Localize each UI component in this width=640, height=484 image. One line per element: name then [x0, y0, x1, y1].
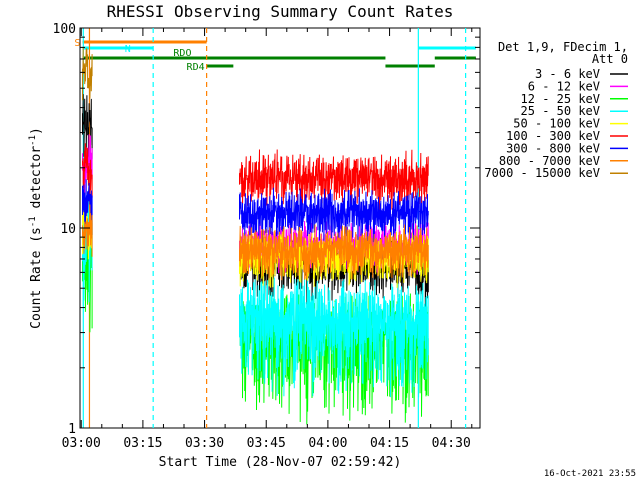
series-6: [82, 179, 429, 245]
series-3-trace-1: [239, 276, 429, 398]
series-8-trace-0: [82, 46, 93, 101]
series-6-trace-0: [82, 179, 93, 235]
y-axis-label: Count Rate (s-1 detector-1): [28, 127, 44, 329]
x-tick-label-0: 03:00: [62, 436, 101, 451]
legend-header-line1: Det 1,9, FDecim 1,: [498, 40, 628, 54]
flag-label-1: N: [125, 44, 131, 55]
x-tick-label-4: 04:00: [308, 436, 347, 451]
series-0-trace-2: [413, 254, 429, 308]
x-tick-label-3: 03:45: [247, 436, 286, 451]
chart-title: RHESSI Observing Summary Count Rates: [107, 2, 454, 21]
legend-label-6: 300 - 800 keV: [506, 141, 600, 155]
legend-label-0: 3 - 6 keV: [535, 67, 600, 81]
series-8: [82, 46, 93, 101]
legend-label-4: 50 - 100 keV: [513, 117, 600, 131]
x-tick-label-2: 03:30: [185, 436, 224, 451]
legend-label-3: 25 - 50 keV: [521, 104, 600, 118]
flag-label-5: RD4: [187, 62, 205, 73]
x-tick-label-5: 04:15: [370, 436, 409, 451]
y-axis-label-end: ): [29, 127, 44, 135]
series-group: [82, 46, 429, 425]
x-tick-label-6: 04:30: [432, 436, 471, 451]
legend-label-7: 800 - 7000 keV: [499, 154, 600, 168]
series-5-trace-1: [239, 149, 429, 211]
y-axis-label-sup1: -1: [28, 216, 38, 227]
flag-label-3: RDO: [173, 48, 191, 59]
flag-bars: S N RDO RD4: [74, 38, 476, 73]
series-5-trace-0: [82, 143, 93, 199]
flag-label-0: S: [74, 38, 80, 49]
y-axis-label-main: Count Rate (s: [29, 227, 44, 329]
legend-label-1: 6 - 12 keV: [528, 79, 600, 93]
series-7: [82, 204, 429, 281]
x-tick-label-1: 03:15: [123, 436, 162, 451]
y-tick-label-0: 1: [68, 422, 76, 437]
series-7-trace-0: [82, 204, 93, 257]
series-0-trace-0: [82, 94, 93, 159]
legend-label-2: 12 - 25 keV: [521, 92, 600, 106]
series-6-trace-1: [239, 187, 429, 245]
x-axis-label: Start Time (28-Nov-07 02:59:42): [159, 455, 402, 470]
y-axis-label-mid: detector: [29, 146, 44, 217]
y-tick-label-1: 10: [60, 222, 76, 237]
y-tick-label-2: 100: [53, 22, 76, 37]
legend-label-5: 100 - 300 keV: [506, 129, 600, 143]
legend-header-line2: Att 0: [592, 52, 628, 66]
footer-timestamp: 16-Oct-2021 23:55: [544, 469, 636, 479]
series-7-trace-1: [239, 224, 429, 281]
axes: 03:00 03:15 03:30 03:45 04:00 04:15 04:30 1 10 10…: [53, 22, 480, 451]
series-5: [82, 143, 429, 211]
y-axis-label-sup2: -1: [28, 135, 38, 146]
legend-label-8: 7000 - 15000 keV: [484, 166, 600, 180]
